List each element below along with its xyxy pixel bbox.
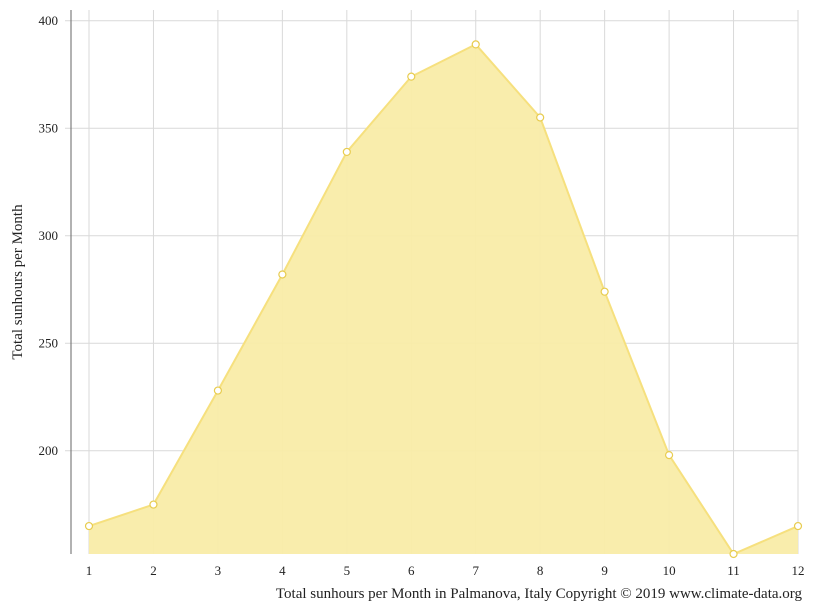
data-point-month-12 [793, 521, 803, 531]
y-axis-title: Total sunhours per Month [10, 204, 26, 360]
y-tick-labels: 200 250 300 350 400 [39, 13, 59, 458]
data-point-month-3 [213, 386, 223, 395]
y-tick-label: 350 [39, 120, 59, 135]
y-tick-label: 200 [39, 443, 59, 458]
x-tick-label: 7 [472, 563, 479, 578]
data-point-month-4 [278, 270, 287, 279]
y-tick-label: 300 [39, 228, 59, 243]
data-point-month-2 [149, 500, 158, 509]
x-tick-label: 5 [344, 563, 351, 578]
data-point-month-1 [84, 521, 94, 531]
x-tick-label: 10 [663, 563, 676, 578]
x-tick-label: 4 [279, 563, 286, 578]
x-tick-label: 11 [727, 563, 740, 578]
data-point-month-6 [407, 72, 416, 81]
x-tick-label: 9 [601, 563, 608, 578]
y-tick-label: 400 [39, 13, 59, 28]
x-tick-labels: 1 2 3 4 5 6 7 8 9 10 11 12 [86, 563, 805, 578]
x-tick-label: 2 [150, 563, 157, 578]
data-point-month-7 [471, 40, 480, 49]
sunhours-series-line [88, 43, 799, 556]
y-tick-label: 250 [39, 335, 59, 350]
data-point-month-5 [342, 147, 351, 157]
data-point-month-10 [664, 450, 674, 460]
x-tick-label: 8 [537, 563, 544, 578]
x-tick-label: 1 [86, 563, 93, 578]
sunhours-area-fill [89, 44, 798, 554]
data-point-month-8 [536, 113, 545, 122]
data-points [84, 40, 803, 559]
data-point-month-11 [729, 549, 738, 559]
x-tick-label: 3 [215, 563, 222, 578]
x-tick-label: 12 [792, 563, 805, 578]
chart-caption: Total sunhours per Month in Palmanova, I… [276, 586, 803, 602]
data-point-month-9 [600, 287, 609, 296]
x-tick-label: 6 [408, 563, 415, 578]
